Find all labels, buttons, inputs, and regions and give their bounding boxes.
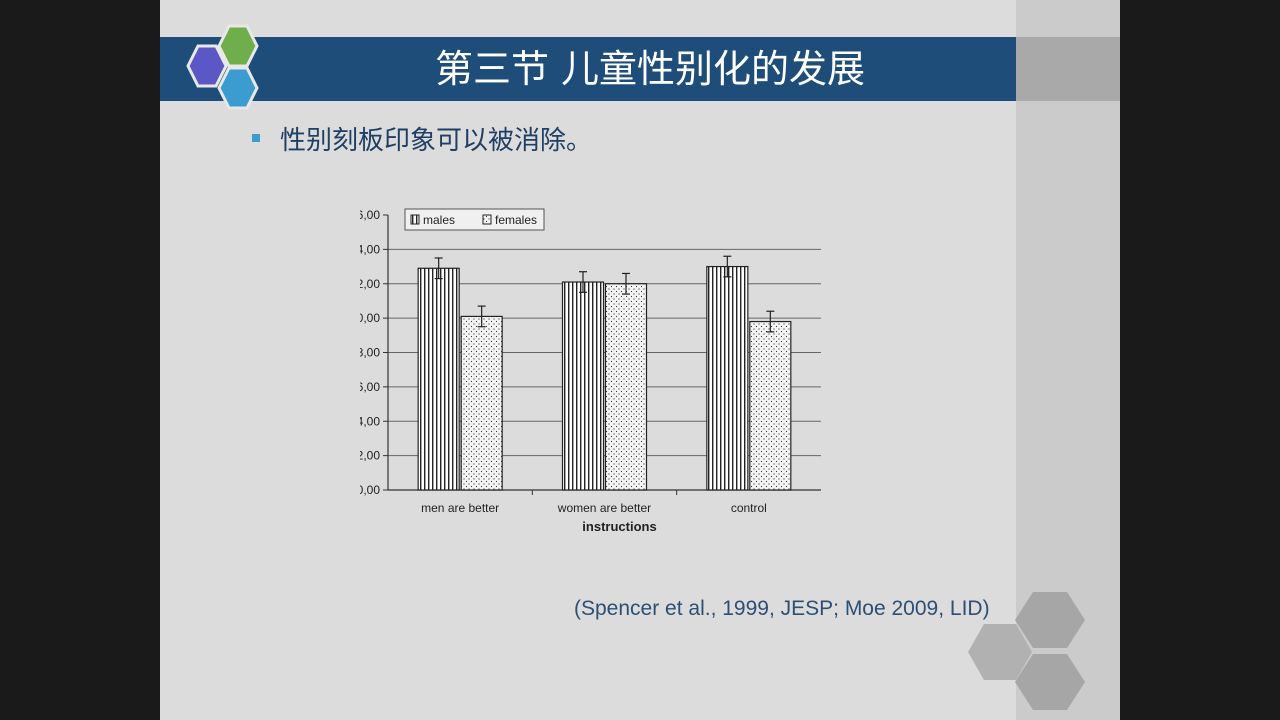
y-tick-label: 2,00 [360,449,380,463]
bar-males [561,281,605,491]
chart-svg: 0,00 2,00 4,00 6,00 8,00 10,00 12,00 14,00 16,00… [324,208,821,534]
y-tick-label: 16,00 [360,208,380,222]
legend-label-females: females [495,213,537,227]
legend-box [404,208,545,231]
x-tick-label: men are better [421,501,499,515]
y-tick-label: 8,00 [360,346,380,360]
hexagon-green [217,24,259,68]
bar-males [417,267,460,491]
hexagon-logo-icon [186,24,259,110]
x-tick-label: women are better [557,501,651,515]
decorative-hexagons-icon [968,592,1085,710]
bar-chart: 0,00 2,00 4,00 6,00 8,00 10,00 12,00 14,00 16,00… [324,200,880,550]
hexagon-purple [186,44,228,88]
y-tick-label: 10,00 [360,311,380,325]
bar-males [706,265,749,491]
deco-hexagon-3 [1015,654,1085,710]
y-tick-label: 14,00 [360,242,380,256]
legend-swatch-males [410,214,420,225]
bar-females [460,315,503,491]
y-tick-label: 12,00 [360,277,380,291]
x-axis-label: instructions [582,519,656,534]
bar-females [749,320,792,491]
citation: (Spencer et al., 1999, JESP; Moe 2009, L… [574,597,990,620]
legend-swatch-females [482,214,492,225]
bar-females [604,283,648,491]
right-strip-band [1016,37,1120,101]
slide: 第三节 儿童性别化的发展 性别刻板印象可以被消除。 0,00 2,00 4,00 6,… [160,0,1120,720]
slide-title: 第三节 儿童性别化的发展 [434,47,866,91]
y-tick-label: 4,00 [360,414,380,428]
title-bar [160,37,1016,101]
bullet-text: 性别刻板印象可以被消除。 [280,125,593,156]
hexagon-blue [217,66,259,110]
deco-hexagon-1 [1015,592,1085,648]
bullet-item: 性别刻板印象可以被消除。 [252,118,592,158]
x-tick-label: control [731,501,767,515]
legend-label-males: males [423,213,455,227]
deco-hexagon-2 [968,624,1032,680]
y-tick-label: 0,00 [360,483,380,497]
bullet-square-icon [252,134,260,142]
y-tick-label: 6,00 [360,380,380,394]
